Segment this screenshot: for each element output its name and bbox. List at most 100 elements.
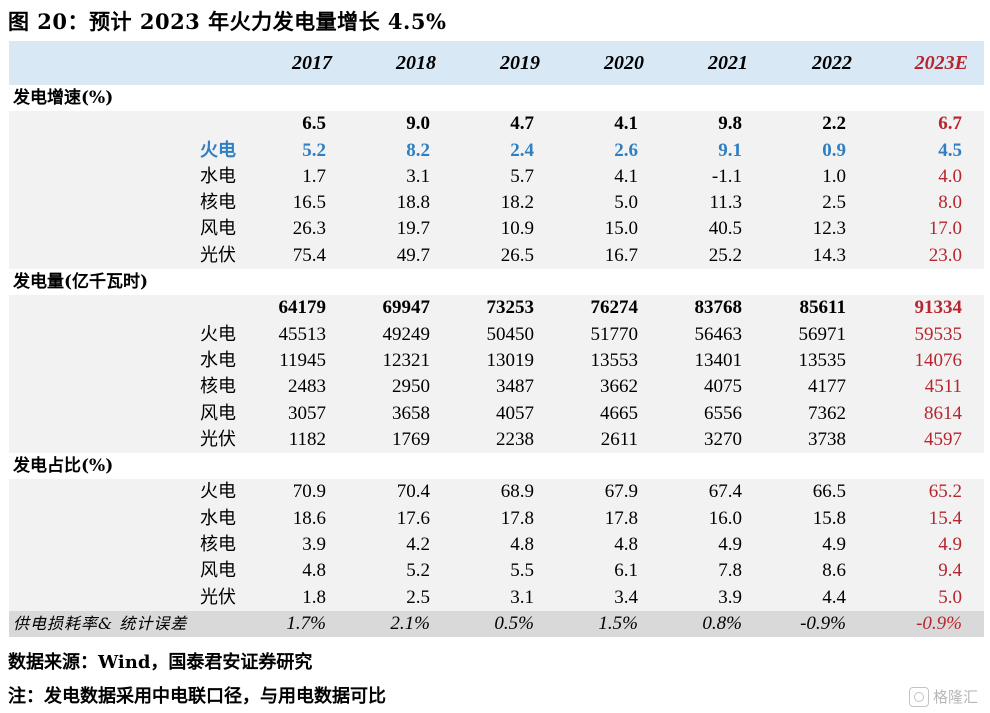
value-cell: 4075	[660, 374, 764, 401]
value-cell: 4665	[556, 400, 660, 427]
value-cell: 3.4	[556, 584, 660, 611]
value-cell: 26.3	[244, 216, 348, 243]
value-cell: 5.2	[244, 137, 348, 164]
table-body: 2017 2018 2019 2020 2021 2022 2023E 发电增速(%) 6.5 9…	[9, 41, 984, 638]
row-label	[9, 295, 244, 322]
value-cell: 65.2	[868, 479, 984, 506]
value-cell: 4.1	[556, 111, 660, 138]
row-label: 风电	[9, 558, 244, 585]
value-cell: 18.8	[348, 190, 452, 217]
value-cell: 4.9	[868, 532, 984, 559]
value-cell: 4.7	[452, 111, 556, 138]
value-cell: 3.1	[452, 584, 556, 611]
value-cell: 23.0	[868, 242, 984, 270]
value-cell: 12.3	[764, 216, 868, 243]
value-cell: 70.4	[348, 479, 452, 506]
value-cell: 17.8	[556, 505, 660, 533]
value-cell: 56971	[764, 321, 868, 348]
value-cell: 2.5	[764, 190, 868, 217]
value-cell: 2.1%	[348, 610, 452, 638]
value-cell: 1.5%	[556, 610, 660, 638]
value-cell: 1.8	[244, 584, 348, 611]
section-title-row: 发电量(亿千瓦时)	[9, 269, 984, 296]
value-cell: 6.7	[868, 111, 984, 138]
row-label	[9, 111, 244, 138]
value-cell: 4.1	[556, 163, 660, 191]
value-cell: 50450	[452, 321, 556, 348]
value-cell: 5.2	[348, 558, 452, 585]
value-cell: 1.7%	[244, 610, 348, 638]
year-header-cell: 2022	[764, 41, 868, 85]
value-cell: 13553	[556, 347, 660, 375]
value-cell: 8.2	[348, 137, 452, 164]
value-cell: 14076	[868, 347, 984, 375]
value-cell: 15.4	[868, 505, 984, 533]
value-cell: 49249	[348, 321, 452, 348]
value-cell: 5.7	[452, 163, 556, 191]
table-row: 64179 69947 73253 76274 83768 85611 91334	[9, 295, 984, 322]
watermark: 格隆汇	[908, 686, 978, 707]
value-cell: 4.8	[556, 532, 660, 559]
year-header-cell: 2017	[244, 41, 348, 85]
year-header-cell: 2020	[556, 41, 660, 85]
value-cell: 9.1	[660, 137, 764, 164]
value-cell: 3.9	[660, 584, 764, 611]
section-title: 发电量(亿千瓦时)	[9, 269, 984, 296]
year-header-cell: 2021	[660, 41, 764, 85]
value-cell: 76274	[556, 295, 660, 322]
value-cell: 6.1	[556, 558, 660, 585]
value-cell: 8.0	[868, 190, 984, 217]
table-row: 风电 4.8 5.2 5.5 6.1 7.8 8.6 9.4	[9, 558, 984, 585]
table-row: 风电 3057 3658 4057 4665 6556 7362 8614	[9, 400, 984, 427]
value-cell: 67.9	[556, 479, 660, 506]
value-cell: 83768	[660, 295, 764, 322]
value-cell: 1.0	[764, 163, 868, 191]
value-cell: 6.5	[244, 111, 348, 138]
value-cell: 4.0	[868, 163, 984, 191]
value-cell: 1182	[244, 426, 348, 454]
row-label: 火电	[9, 321, 244, 348]
table-row: 核电 2483 2950 3487 3662 4075 4177 4511	[9, 374, 984, 401]
value-cell: 5.0	[556, 190, 660, 217]
value-cell: 4511	[868, 374, 984, 401]
value-cell: 15.8	[764, 505, 868, 533]
value-cell: 3.9	[244, 532, 348, 559]
row-label: 水电	[9, 163, 244, 191]
value-cell: 2.4	[452, 137, 556, 164]
value-cell: 49.7	[348, 242, 452, 270]
value-cell: 56463	[660, 321, 764, 348]
watermark-text: 格隆汇	[932, 688, 978, 706]
value-cell: 4.8	[452, 532, 556, 559]
value-cell: 13019	[452, 347, 556, 375]
value-cell: 4597	[868, 426, 984, 454]
figure-title: 图 20：预计 2023 年火力发电量增长 4.5%	[8, 9, 447, 34]
value-cell: 64179	[244, 295, 348, 322]
value-cell: -0.9%	[764, 610, 868, 638]
value-cell: 70.9	[244, 479, 348, 506]
value-cell: 7362	[764, 400, 868, 427]
value-cell: 14.3	[764, 242, 868, 270]
value-cell: 6556	[660, 400, 764, 427]
value-cell: 11945	[244, 347, 348, 375]
value-cell: 3662	[556, 374, 660, 401]
value-cell: 8614	[868, 400, 984, 427]
table-row: 水电 18.6 17.6 17.8 17.8 16.0 15.8 15.4	[9, 505, 984, 533]
value-cell: -1.1	[660, 163, 764, 191]
table-row: 火电 45513 49249 50450 51770 56463 56971 59535	[9, 321, 984, 348]
power-generation-table: 2017 2018 2019 2020 2021 2022 2023E 发电增速(%) 6.5 9…	[9, 41, 984, 638]
value-cell: 3738	[764, 426, 868, 454]
row-label: 火电	[9, 137, 244, 164]
value-cell: 85611	[764, 295, 868, 322]
table-row: 水电 1.7 3.1 5.7 4.1 -1.1 1.0 4.0	[9, 163, 984, 191]
value-cell: 10.9	[452, 216, 556, 243]
table-row: 火电 70.9 70.4 68.9 67.9 67.4 66.5 65.2	[9, 479, 984, 506]
value-cell: 11.3	[660, 190, 764, 217]
value-cell: 4.4	[764, 584, 868, 611]
year-header-cell: 2019	[452, 41, 556, 85]
value-cell: 16.7	[556, 242, 660, 270]
data-source: 数据来源：Wind，国泰君安证券研究	[8, 652, 313, 673]
row-label: 核电	[9, 190, 244, 217]
value-cell: 40.5	[660, 216, 764, 243]
value-cell: 5.5	[452, 558, 556, 585]
table-row: 风电 26.3 19.7 10.9 15.0 40.5 12.3 17.0	[9, 216, 984, 243]
